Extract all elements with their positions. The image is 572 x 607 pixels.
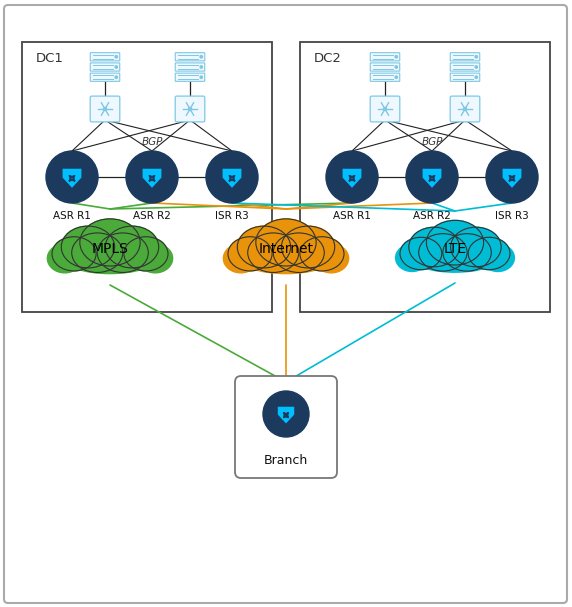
Circle shape (383, 107, 387, 110)
Circle shape (46, 151, 98, 203)
Text: ASR R2: ASR R2 (413, 211, 451, 221)
Circle shape (463, 107, 467, 110)
Ellipse shape (400, 237, 442, 270)
Circle shape (115, 66, 117, 68)
Ellipse shape (443, 234, 491, 271)
Polygon shape (222, 168, 242, 189)
FancyBboxPatch shape (370, 73, 400, 81)
Circle shape (200, 76, 202, 78)
Ellipse shape (411, 243, 499, 272)
Text: ASR R1: ASR R1 (53, 211, 91, 221)
Circle shape (475, 76, 478, 78)
Circle shape (189, 107, 192, 110)
Ellipse shape (61, 226, 114, 268)
FancyBboxPatch shape (450, 73, 480, 81)
Ellipse shape (426, 220, 483, 265)
Ellipse shape (419, 234, 467, 271)
Ellipse shape (240, 243, 332, 274)
Circle shape (200, 66, 202, 68)
Text: BGP: BGP (141, 137, 162, 147)
Circle shape (104, 107, 106, 110)
FancyBboxPatch shape (90, 96, 120, 122)
Circle shape (395, 66, 398, 68)
Text: ISR R3: ISR R3 (495, 211, 529, 221)
FancyBboxPatch shape (450, 53, 480, 61)
FancyBboxPatch shape (4, 5, 567, 603)
Text: Internet: Internet (259, 242, 313, 256)
Ellipse shape (138, 244, 173, 273)
FancyBboxPatch shape (370, 96, 400, 122)
Ellipse shape (80, 219, 140, 266)
Ellipse shape (468, 237, 510, 270)
Polygon shape (342, 168, 362, 189)
Polygon shape (142, 168, 162, 189)
FancyBboxPatch shape (235, 376, 337, 478)
Polygon shape (502, 168, 522, 189)
Ellipse shape (124, 237, 168, 271)
Ellipse shape (52, 237, 96, 271)
Text: LTE: LTE (443, 242, 467, 256)
Circle shape (475, 56, 478, 58)
FancyBboxPatch shape (370, 53, 400, 61)
Circle shape (395, 56, 398, 58)
Ellipse shape (314, 244, 349, 273)
Circle shape (126, 151, 178, 203)
Circle shape (200, 56, 202, 58)
Text: ISR R3: ISR R3 (215, 211, 249, 221)
Ellipse shape (409, 227, 459, 267)
Text: Branch: Branch (264, 453, 308, 467)
FancyBboxPatch shape (175, 73, 205, 81)
FancyBboxPatch shape (370, 63, 400, 71)
Ellipse shape (47, 244, 82, 273)
Ellipse shape (300, 237, 344, 271)
Ellipse shape (248, 233, 299, 273)
Text: MPLS: MPLS (92, 242, 129, 256)
Circle shape (263, 391, 309, 437)
Ellipse shape (237, 226, 291, 268)
Ellipse shape (396, 244, 428, 271)
FancyBboxPatch shape (175, 96, 205, 122)
Ellipse shape (72, 233, 123, 273)
Ellipse shape (482, 244, 514, 271)
Circle shape (326, 151, 378, 203)
Ellipse shape (451, 227, 501, 267)
FancyBboxPatch shape (90, 53, 120, 61)
Ellipse shape (281, 226, 335, 268)
FancyBboxPatch shape (450, 63, 480, 71)
Polygon shape (62, 168, 82, 189)
Text: BGP: BGP (422, 137, 443, 147)
Circle shape (206, 151, 258, 203)
FancyBboxPatch shape (450, 96, 480, 122)
FancyBboxPatch shape (90, 63, 120, 71)
FancyBboxPatch shape (175, 63, 205, 71)
Text: ASR R2: ASR R2 (133, 211, 171, 221)
Ellipse shape (223, 244, 258, 273)
FancyBboxPatch shape (22, 42, 272, 312)
Polygon shape (422, 168, 442, 189)
Ellipse shape (63, 243, 156, 274)
Ellipse shape (228, 237, 272, 271)
FancyBboxPatch shape (90, 73, 120, 81)
Polygon shape (277, 406, 295, 424)
Ellipse shape (273, 233, 324, 273)
Text: DC2: DC2 (314, 52, 342, 65)
FancyBboxPatch shape (175, 53, 205, 61)
Circle shape (406, 151, 458, 203)
Ellipse shape (256, 219, 316, 266)
Circle shape (486, 151, 538, 203)
Text: ASR R1: ASR R1 (333, 211, 371, 221)
Ellipse shape (105, 226, 158, 268)
Circle shape (395, 76, 398, 78)
Ellipse shape (97, 233, 148, 273)
Circle shape (115, 56, 117, 58)
Text: DC1: DC1 (36, 52, 64, 65)
FancyBboxPatch shape (300, 42, 550, 312)
Circle shape (115, 76, 117, 78)
Circle shape (475, 66, 478, 68)
